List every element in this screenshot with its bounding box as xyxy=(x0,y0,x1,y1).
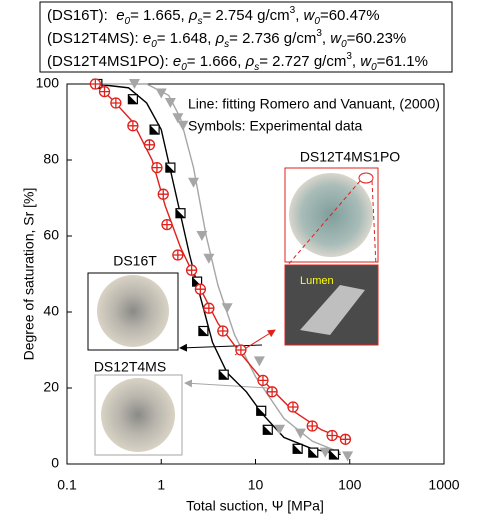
marker xyxy=(327,431,337,441)
marker xyxy=(218,326,228,336)
legend-text: =61.1% xyxy=(377,53,428,70)
y-tick-label: 0 xyxy=(51,455,59,471)
marker xyxy=(152,163,162,173)
legend-text: (DS16T): xyxy=(47,7,116,24)
legend-text: =60.23% xyxy=(347,30,407,47)
marker xyxy=(342,451,353,461)
marker xyxy=(219,370,228,379)
legend-text: e xyxy=(116,7,124,24)
y-tick-label: 80 xyxy=(43,151,59,167)
legend-text: = 1.648, xyxy=(157,30,216,47)
marker xyxy=(128,95,137,104)
arrow xyxy=(185,383,268,388)
x-tick-label: 1000 xyxy=(428,477,459,493)
marker xyxy=(340,434,350,444)
marker xyxy=(288,402,298,412)
marker xyxy=(187,265,197,275)
legend-text: , xyxy=(322,30,330,47)
legend-text: , xyxy=(352,53,360,70)
photo-label: DS12T4MS1PO xyxy=(300,149,400,165)
legend-entry: (DS12T4MS1PO): e0​= 1.666, ρs​= 2.727 g/… xyxy=(47,51,428,73)
legend-text: (DS12T4MS): xyxy=(47,30,143,47)
marker xyxy=(257,406,266,415)
marker xyxy=(150,125,159,134)
legend-text: ρ xyxy=(215,30,225,47)
legend-text: (DS12T4MS1PO): xyxy=(47,53,173,70)
legend-text: e xyxy=(143,30,151,47)
marker xyxy=(293,444,302,453)
photo xyxy=(101,378,175,452)
x-tick-label: 0.1 xyxy=(57,477,77,493)
marker xyxy=(173,250,183,260)
legend-text: = 2.727 g/cm xyxy=(259,53,346,70)
marker xyxy=(274,425,285,435)
marker xyxy=(258,375,268,385)
legend-text: = 1.665, xyxy=(130,7,189,24)
marker xyxy=(128,121,138,131)
marker xyxy=(162,220,172,230)
marker xyxy=(295,429,306,439)
y-tick-label: 100 xyxy=(36,75,60,91)
photos: DS12T4MS1PO Lumen DS16T DS12T4MS xyxy=(88,149,400,455)
y-axis-label: Degree of saturation, Sr [%] xyxy=(21,188,37,361)
annotation: Line: fitting Romero and Vanuant, (2000) xyxy=(188,96,440,112)
legend-text: ρ xyxy=(245,53,255,70)
marker xyxy=(329,450,338,459)
marker xyxy=(90,79,100,89)
legend-text: = 2.754 g/cm xyxy=(203,7,290,24)
legend-text: =60.47% xyxy=(320,7,380,24)
chart: Line: fitting Romero and Vanuant, (2000)… xyxy=(0,0,481,521)
annotation: Lumen xyxy=(300,275,334,287)
marker xyxy=(158,189,168,199)
x-tick-label: 10 xyxy=(248,477,264,493)
marker xyxy=(263,425,272,434)
marker xyxy=(144,140,154,150)
annotation: Symbols: Experimental data xyxy=(188,118,363,134)
marker xyxy=(195,284,205,294)
x-tick-label: 1 xyxy=(157,477,165,493)
photo xyxy=(97,275,169,347)
marker xyxy=(222,303,233,313)
photo-label: DS16T xyxy=(113,253,157,269)
marker xyxy=(307,421,317,431)
marker xyxy=(176,209,185,218)
marker xyxy=(177,121,188,131)
legend-text: ρ xyxy=(188,7,198,24)
legend-text: = 1.666, xyxy=(187,53,246,70)
y-tick-label: 20 xyxy=(43,379,59,395)
marker xyxy=(111,98,121,108)
marker xyxy=(236,345,246,355)
x-tick-label: 100 xyxy=(338,477,362,493)
marker xyxy=(254,356,265,366)
x-axis-label: Total suction, Ψ [MPa] xyxy=(186,498,324,514)
legend-text: , xyxy=(295,7,303,24)
y-tick-label: 40 xyxy=(43,303,59,319)
marker xyxy=(204,303,214,313)
marker xyxy=(309,448,318,457)
marker xyxy=(166,163,175,172)
legend-entry: (DS16T): e0​= 1.665, ρs​= 2.754 g/cm3​, … xyxy=(47,5,380,27)
marker xyxy=(267,387,277,397)
legend-text: e xyxy=(173,53,181,70)
photo-label: DS12T4MS xyxy=(94,359,166,375)
legend-text: = 2.736 g/cm xyxy=(229,30,316,47)
marker xyxy=(100,87,110,97)
marker xyxy=(199,327,208,336)
y-tick-label: 60 xyxy=(43,227,59,243)
